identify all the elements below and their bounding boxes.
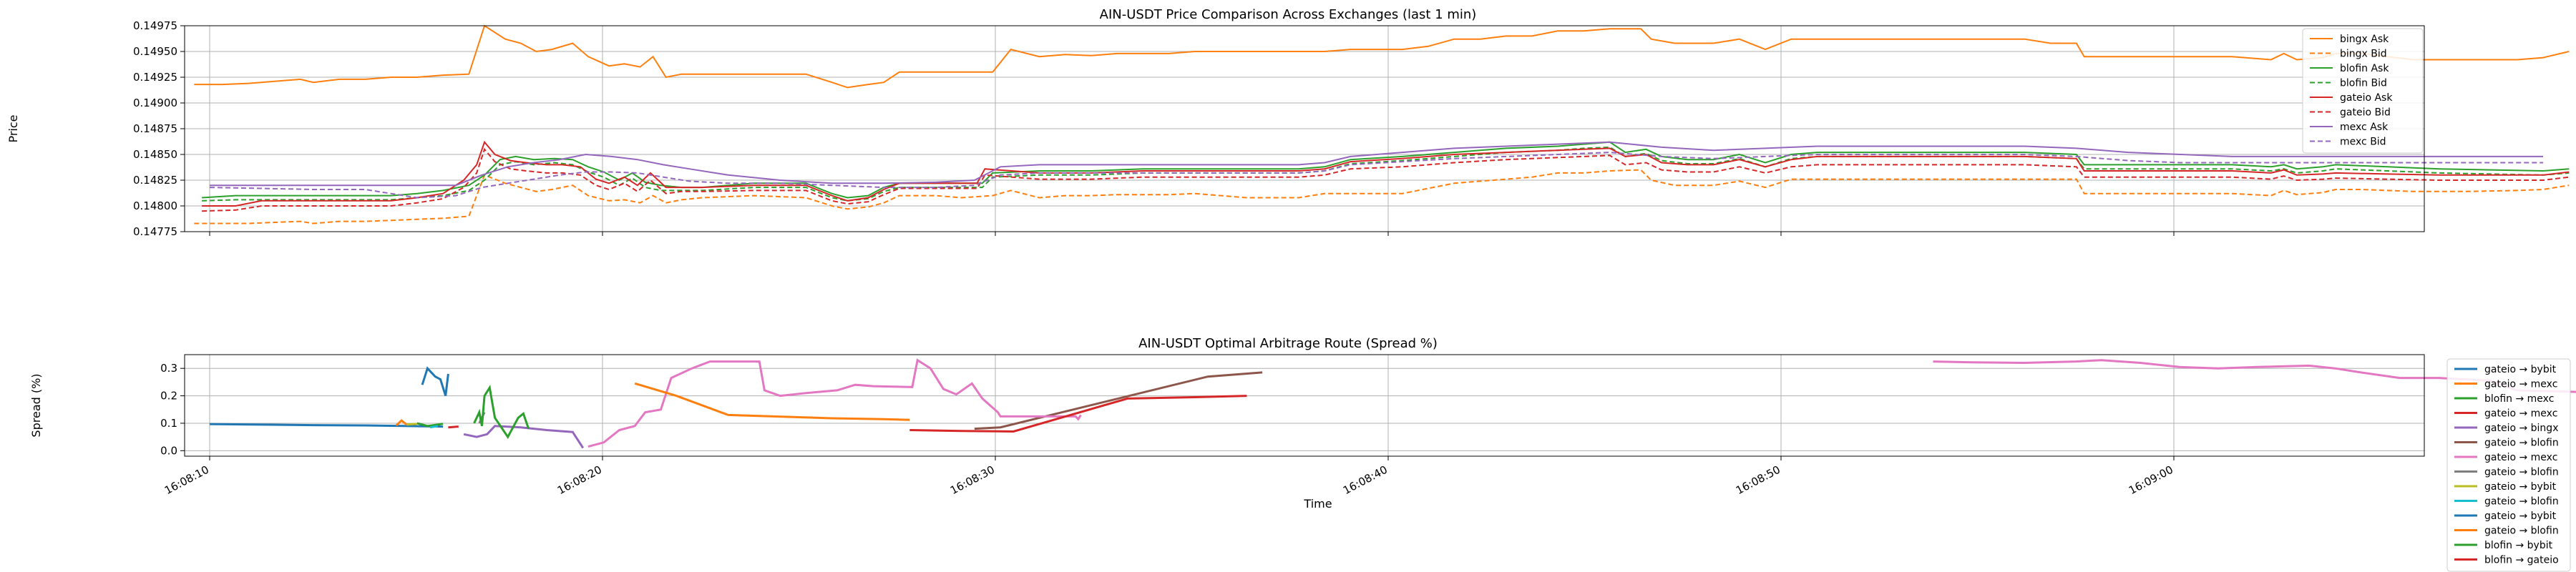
series-line: [210, 141, 2544, 187]
y-tick-label: 0.14825: [133, 174, 177, 187]
series-line: [194, 24, 2570, 89]
legend-label: mexc Bid: [2340, 137, 2386, 148]
series-line: [421, 366, 449, 397]
spread-chart-frame: [184, 354, 2425, 457]
price-chart-y-ticks: 0.14775 0.14800 0.14825 0.14850 0.14875 0.149…: [133, 19, 185, 238]
price-chart-x-ticks: [209, 232, 2175, 236]
y-tick-label: 0.3: [160, 362, 177, 375]
legend-label: gateio → mexc: [2484, 452, 2557, 463]
series-line: [202, 146, 2570, 202]
legend-frame: [2302, 28, 2424, 154]
legend-label: blofin → gateio: [2484, 555, 2559, 566]
legend-label: gateio → blofin: [2484, 467, 2559, 478]
legend-label: bingx Ask: [2340, 34, 2389, 45]
series-line: [209, 423, 444, 428]
y-tick-label: 0.14925: [133, 71, 177, 84]
series-line: [209, 152, 2544, 199]
y-tick-label: 0.2: [160, 390, 177, 403]
series-line: [587, 358, 1082, 448]
legend-label: mexc Ask: [2340, 122, 2389, 133]
price-chart: AIN-USDT Price Comparison Across Exchang…: [6, 7, 2570, 238]
series-line: [463, 425, 585, 449]
series-line: [202, 140, 2570, 207]
price-chart-y-label: Price: [6, 114, 20, 142]
legend-label: gateio → bybit: [2484, 364, 2557, 375]
series-line: [194, 169, 2570, 225]
price-chart-frame: [184, 25, 2425, 232]
spread-chart-y-ticks: 0.0 0.1 0.2 0.3: [160, 362, 185, 457]
legend-label: gateio → bingx: [2484, 423, 2558, 434]
legend-label: gateio → mexc: [2484, 408, 2557, 420]
y-tick-label: 0.14950: [133, 45, 177, 58]
series-line: [406, 423, 418, 426]
series-line: [202, 147, 2570, 212]
series-line: [634, 382, 910, 421]
spread-chart-grid: [185, 355, 2424, 456]
series-line: [202, 141, 2570, 199]
legend-label: bingx Bid: [2340, 49, 2387, 60]
series-line: [395, 419, 408, 427]
legend-label: blofin Ask: [2340, 63, 2389, 74]
price-chart-title: AIN-USDT Price Comparison Across Exchang…: [1100, 7, 1477, 22]
y-tick-label: 0.1: [160, 417, 177, 430]
spread-chart-legend: gateio → bybit gateio → mexc blofin → mexc…: [2446, 358, 2571, 572]
legend-label: gateio Bid: [2340, 107, 2391, 119]
spread-chart-y-label: Spread (%): [29, 373, 43, 437]
spread-chart-title: AIN-USDT Optimal Arbitrage Route (Spread…: [1138, 336, 1438, 351]
y-tick-label: 0.14850: [133, 148, 177, 161]
price-chart-series: [194, 24, 2570, 225]
series-line: [473, 384, 530, 439]
y-tick-label: 0.14900: [133, 97, 177, 109]
legend-frame: [2446, 358, 2571, 572]
legend-label: gateio → bybit: [2484, 481, 2557, 493]
spread-chart-series: [209, 358, 2576, 449]
legend-label: gateio → blofin: [2484, 526, 2559, 537]
y-tick-label: 0.14800: [133, 199, 177, 212]
series-line: [974, 371, 1263, 430]
y-tick-label: 0.14975: [133, 19, 177, 32]
legend-label: gateio → bybit: [2484, 511, 2557, 522]
y-tick-label: 0.0: [160, 444, 177, 457]
legend-label: gateio → mexc: [2484, 379, 2557, 390]
legend-label: gateio → blofin: [2484, 438, 2559, 449]
spread-chart-x-label: Time: [1303, 497, 1332, 511]
legend-label: gateio → blofin: [2484, 496, 2559, 508]
legend-label: blofin → bybit: [2484, 540, 2553, 551]
y-tick-label: 0.14775: [133, 225, 177, 238]
legend-label: blofin Bid: [2340, 78, 2387, 89]
legend-label: gateio Ask: [2340, 92, 2393, 104]
price-chart-legend: bingx Ask bingx Bid blofin Ask blofin Bid ga…: [2302, 28, 2424, 154]
series-line: [429, 425, 439, 429]
series-line: [909, 395, 1247, 433]
y-tick-label: 0.14875: [133, 122, 177, 135]
series-line: [416, 422, 444, 428]
legend-label: blofin → mexc: [2484, 393, 2554, 405]
series-line: [448, 425, 459, 429]
